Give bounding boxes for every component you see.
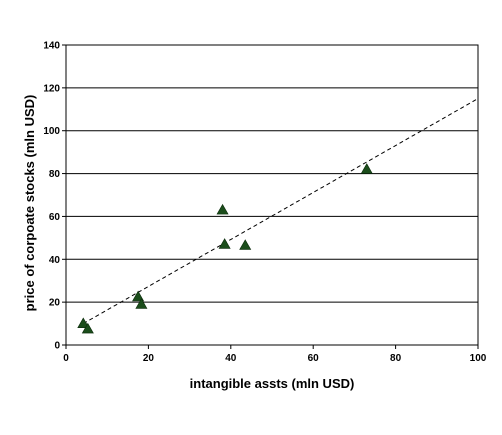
data-point xyxy=(239,239,252,250)
y-tick-label: 100 xyxy=(43,126,60,137)
x-tick-label: 20 xyxy=(143,353,155,364)
x-tick-label: 0 xyxy=(63,353,69,364)
data-point xyxy=(132,290,145,302)
x-axis-title: intangible assts (mln USD) xyxy=(190,376,355,391)
data-point xyxy=(218,238,231,249)
data-points xyxy=(77,163,373,334)
x-tick-label: 80 xyxy=(390,353,402,364)
data-point xyxy=(135,298,148,309)
data-point xyxy=(77,317,90,328)
y-axis-ticks: 0 20 40 60 80 100 120 140 xyxy=(43,41,66,352)
trendline xyxy=(83,98,479,325)
y-tick-label: 60 xyxy=(49,212,61,223)
x-tick-label: 100 xyxy=(470,353,487,364)
y-axis-title: price of corpoate stocks (mln USD) xyxy=(22,95,37,312)
x-tick-label: 40 xyxy=(225,353,237,364)
y-tick-label: 0 xyxy=(54,341,60,352)
data-point xyxy=(81,322,94,334)
y-tick-label: 20 xyxy=(49,298,61,309)
y-tick-label: 80 xyxy=(49,169,61,180)
data-point xyxy=(360,163,373,174)
trendline-group xyxy=(83,98,479,325)
y-tick-label: 140 xyxy=(43,41,60,52)
plot-area xyxy=(65,44,479,346)
data-point xyxy=(216,203,229,215)
x-axis-ticks: 0 20 40 60 80 100 xyxy=(63,345,487,364)
y-tick-label: 120 xyxy=(43,83,60,94)
y-tick-label: 40 xyxy=(49,255,61,266)
grid-lines xyxy=(66,44,478,303)
x-tick-label: 60 xyxy=(308,353,320,364)
